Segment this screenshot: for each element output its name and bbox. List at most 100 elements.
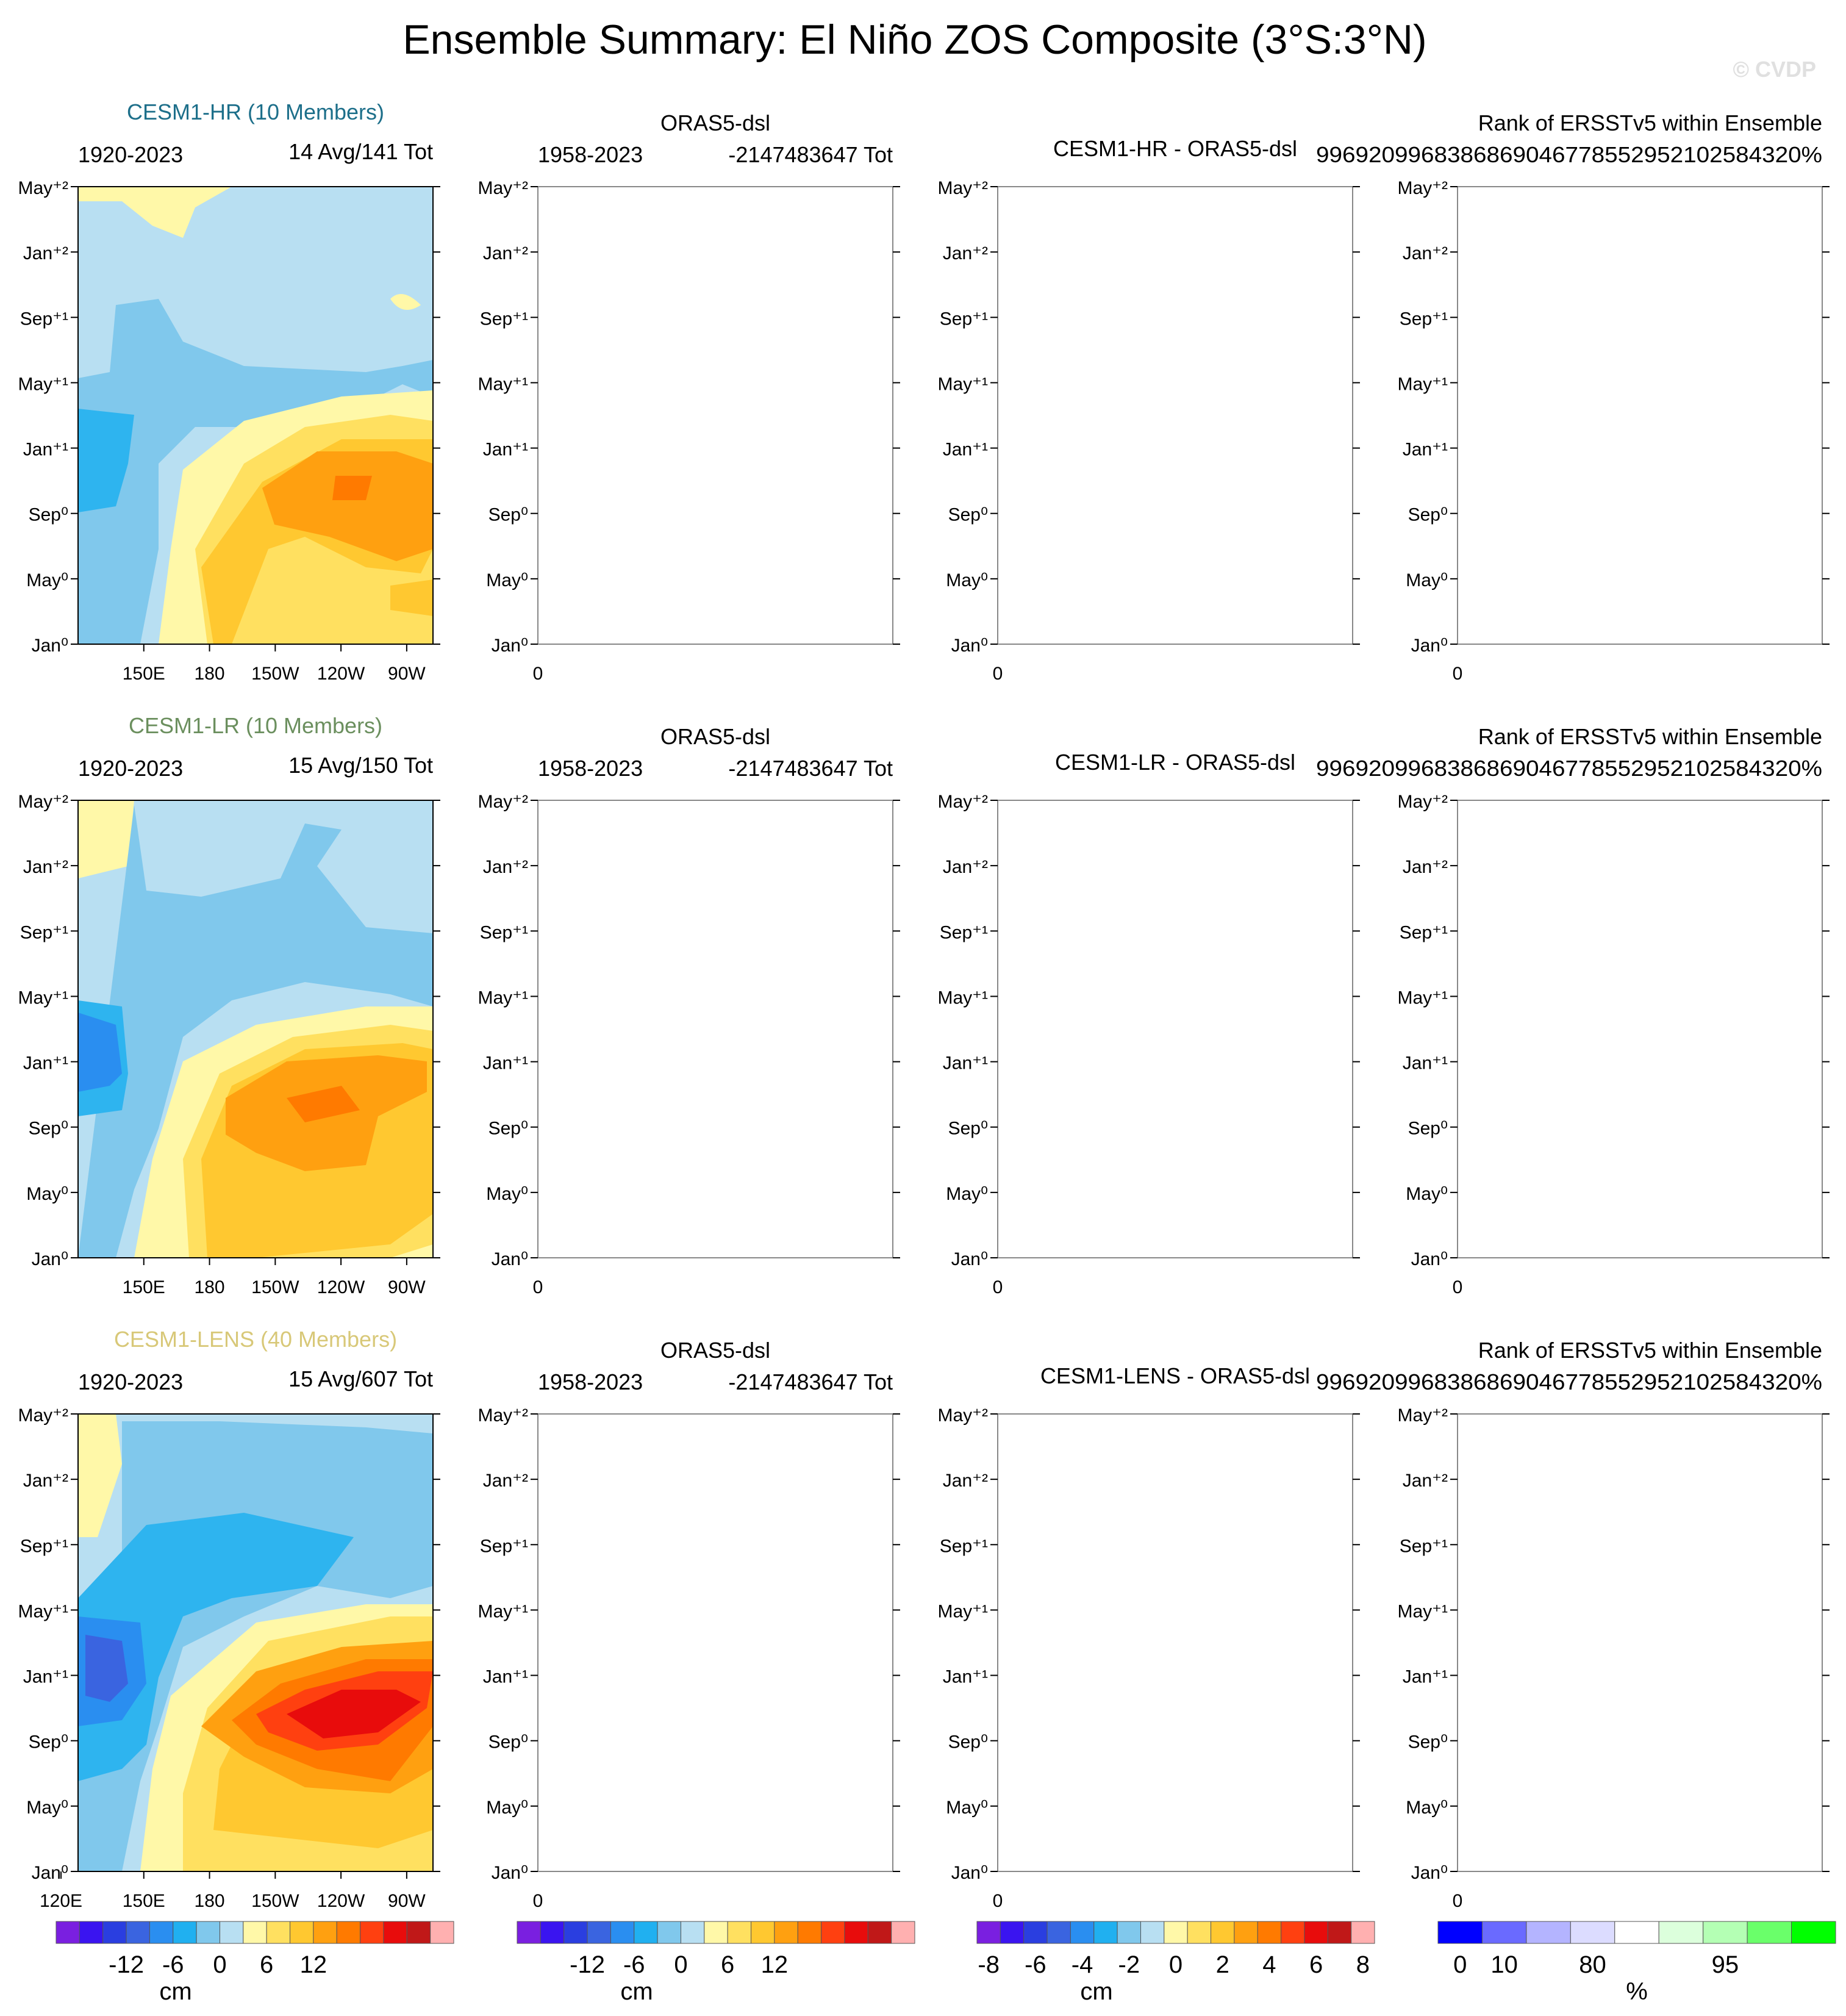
row1-rank-value: 99692099683868690467785529521025843​20% (1316, 142, 1822, 167)
row1-panel2-ytick-label: Sep⁺¹ (480, 309, 528, 329)
colorbar1-swatch (126, 1921, 150, 1944)
row1-panel2-xtick-label: 0 (533, 664, 543, 684)
row1-panel2-ytick-label: Jan⁺¹ (483, 440, 528, 460)
colorbar4-swatch (1614, 1921, 1659, 1944)
colorbar3-swatch (1211, 1921, 1235, 1944)
row2-rank-value: 9969209968386869046778552952102584320% (1316, 756, 1822, 781)
colorbar2-label: -6 (623, 1951, 645, 1978)
row2-xtick-label: 150E (123, 1277, 165, 1297)
row1-panel4-xtick-label: 0 (1453, 664, 1463, 684)
row2-xtick-label: 180 (195, 1277, 225, 1297)
row1-panel1-ytick-label: Sep⁰ (29, 505, 68, 525)
row3-panel1-ytick-label: May⁰ (26, 1798, 68, 1818)
row2-panel1-ytick-label: Sep⁰ (29, 1119, 68, 1139)
colorbar4-swatch (1526, 1921, 1571, 1944)
row1-panel1-ytick-label: Jan⁺² (23, 243, 68, 264)
row1-panel2-ytick-label: Jan⁰ (492, 636, 528, 656)
row1-panel2-ytick-label: May⁺¹ (478, 374, 529, 394)
colorbar1-swatch (102, 1921, 127, 1944)
colorbar3-label: -8 (978, 1951, 1000, 1978)
colorbar3-swatch (1117, 1921, 1141, 1944)
row3-panel4-ytick-label: May⁰ (1406, 1798, 1448, 1818)
row1-panel3-ytick-label: Jan⁺¹ (943, 440, 988, 460)
row3-panel1-ytick-label: May⁺² (18, 1405, 69, 1426)
row2-obs-years: 1958-2023 (538, 756, 643, 781)
colorbar1-swatch (79, 1921, 104, 1944)
row2-panel2-frame (537, 800, 893, 1258)
row2-xtick-label: 150W (251, 1277, 299, 1297)
row1-diff-title: CESM1-HR - ORAS5-dsl (1053, 136, 1297, 161)
colorbar2-swatch (587, 1921, 611, 1944)
colorbar3-swatch (1046, 1921, 1071, 1944)
row2-panel3-ytick-label: May⁺¹ (938, 988, 989, 1008)
row1-panel3-ytick-label: May⁺² (938, 178, 989, 198)
row3-obs-years: 1958-2023 (538, 1369, 643, 1394)
colorbar3-swatch (1281, 1921, 1305, 1944)
row1-panel3-ytick-label: May⁺¹ (938, 374, 989, 394)
colorbar3-swatch (976, 1921, 1001, 1944)
colorbar1-swatch (149, 1921, 174, 1944)
row3-panel4-ytick-label: Sep⁰ (1408, 1732, 1448, 1752)
row2-panel2-ytick-label: May⁰ (486, 1184, 528, 1204)
row1-panel1-ytick-label: May⁰ (26, 570, 68, 590)
colorbar2-swatch (704, 1921, 728, 1944)
row3-panel4-ytick-label: Jan⁰ (1411, 1863, 1448, 1883)
row3-panel4-ytick-label: Jan⁺¹ (1403, 1667, 1448, 1687)
row1-panel1-ytick-label: Sep⁺¹ (20, 309, 68, 329)
row3-panel2-ytick-label: Sep⁰ (488, 1732, 528, 1752)
colorbar3-swatch (1257, 1921, 1282, 1944)
colorbar4-swatch (1791, 1921, 1836, 1944)
row1-model-frame (77, 186, 434, 645)
row2-panel3-ytick-label: Sep⁰ (948, 1119, 988, 1139)
row2-model-name: CESM1-LR (10 Members) (129, 713, 382, 738)
row1-panel3-ytick-label: Sep⁰ (948, 505, 988, 525)
colorbar1-label: 6 (260, 1951, 273, 1978)
row2-panel4-ytick-label: May⁺² (1398, 792, 1448, 812)
row2-panel2-ytick-label: Sep⁰ (488, 1119, 528, 1139)
colorbar1-label: 0 (213, 1951, 226, 1978)
row2-diff-title: CESM1-LR - ORAS5-dsl (1055, 750, 1295, 775)
row1-model-name: CESM1-HR (10 Members) (127, 99, 384, 124)
row3-diff-title: CESM1-LENS - ORAS5-dsl (1040, 1363, 1310, 1388)
colorbar2-label: 6 (721, 1951, 734, 1978)
row1-obs-stats: -2147483647 Tot (728, 142, 893, 167)
row3-model-field (78, 1414, 433, 1871)
colorbar3-swatch (1164, 1921, 1188, 1944)
row1-panel4-ytick-label: Jan⁰ (1411, 636, 1448, 656)
row2-panel3-ytick-label: Jan⁺² (943, 857, 988, 877)
colorbar2-swatch (657, 1921, 681, 1944)
row3-rank-value: 9969209968386869046778552952102584320% (1316, 1369, 1822, 1394)
row3-rank-title: Rank of ERSSTv5 within Ensemble (1478, 1338, 1822, 1363)
row2-panel4-ytick-label: Jan⁺¹ (1403, 1053, 1448, 1074)
row1-xtick-label: 180 (195, 664, 225, 684)
row1-panel1-ytick-label: Jan⁰ (32, 636, 68, 656)
colorbar2-swatch (634, 1921, 658, 1944)
row3-panel3-ytick-label: Sep⁰ (948, 1732, 988, 1752)
row2-panel4-ytick-label: Jan⁺² (1403, 857, 1448, 877)
row1-panel3-frame (997, 186, 1353, 645)
row3-panel3-ytick-label: May⁰ (946, 1798, 988, 1818)
row1-obs-title: ORAS5-dsl (660, 110, 770, 135)
row2-panel4-frame (1457, 800, 1823, 1258)
row1-panel4-ytick-label: Jan⁺² (1403, 243, 1448, 264)
row1-panel4-ytick-label: May⁺¹ (1398, 374, 1448, 394)
colorbar3-swatch (1140, 1921, 1165, 1944)
row2-panel2-ytick-label: May⁺² (478, 792, 529, 812)
row2-xtick-label: 90W (388, 1277, 426, 1297)
row3-xtick-label: 120E (40, 1891, 82, 1911)
colorbar3-unit: cm (1080, 1978, 1112, 2005)
row2-panel2-ytick-label: Jan⁺¹ (483, 1053, 528, 1074)
colorbar1-swatch (313, 1921, 337, 1944)
row2-model-frame (77, 800, 434, 1258)
colorbar1-swatch (55, 1921, 80, 1944)
colorbar3-swatch (1093, 1921, 1118, 1944)
row3-model-frame (77, 1413, 434, 1872)
colorbar3-label: -2 (1118, 1951, 1140, 1978)
colorbar2-label: 0 (674, 1951, 687, 1978)
row2-panel1-ytick-label: Jan⁺² (23, 857, 68, 877)
colorbar2-swatch (610, 1921, 635, 1944)
row1-rank-title: Rank of ERSSTv5 within Ensemble (1478, 110, 1822, 135)
row3-panel2-frame (537, 1413, 893, 1872)
row3-panel1-ytick-label: Jan⁺¹ (23, 1667, 68, 1687)
